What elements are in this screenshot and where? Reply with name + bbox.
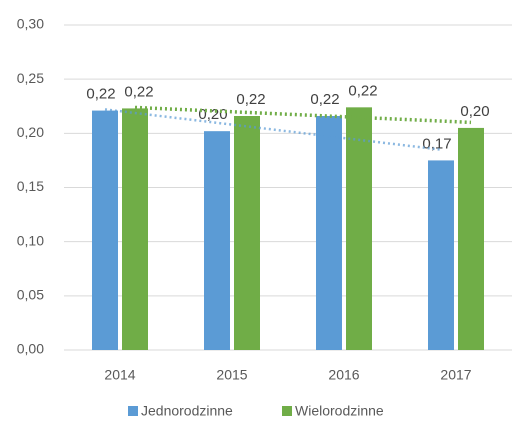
data-label: 0,22 (236, 91, 265, 108)
x-tick-label: 2016 (328, 367, 359, 383)
x-tick-label: 2015 (216, 367, 247, 383)
y-tick-label: 0,20 (17, 124, 44, 140)
bar (204, 131, 230, 350)
y-tick-label: 0,05 (17, 287, 44, 303)
legend-label: Jednorodzinne (141, 403, 233, 419)
x-tick-label: 2014 (104, 367, 135, 383)
legend-swatch (282, 406, 292, 416)
data-label: 0,17 (422, 135, 451, 152)
y-tick-label: 0,10 (17, 232, 44, 248)
legend-swatch (128, 406, 138, 416)
bar (428, 160, 454, 350)
trendline (104, 108, 442, 151)
bar (234, 116, 260, 350)
y-tick-label: 0,25 (17, 70, 44, 86)
data-label: 0,20 (460, 103, 489, 120)
x-tick-label: 2017 (440, 367, 471, 383)
data-label: 0,22 (310, 91, 339, 108)
bar (458, 127, 484, 351)
bar (316, 116, 342, 350)
y-tick-label: 0,00 (17, 341, 44, 357)
bar (346, 107, 372, 350)
y-tick-label: 0,15 (17, 178, 44, 194)
data-label: 0,22 (86, 86, 115, 103)
bar (122, 108, 148, 351)
y-tick-label: 0,30 (17, 16, 44, 32)
data-label: 0,20 (198, 106, 227, 123)
data-label: 0,22 (348, 82, 377, 99)
trendline (134, 105, 472, 125)
legend-label: Wielorodzinne (295, 403, 384, 419)
bar (92, 110, 118, 350)
data-label: 0,22 (124, 83, 153, 100)
